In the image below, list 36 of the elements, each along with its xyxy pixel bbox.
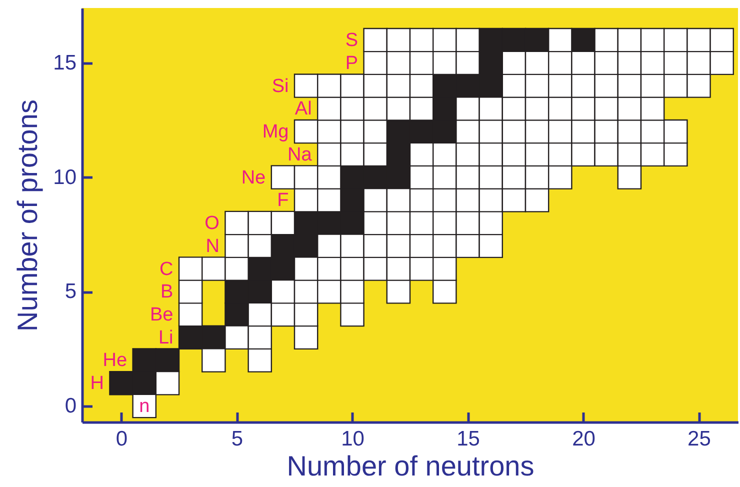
annotation: O — [204, 213, 220, 234]
x-tick-label: 0 — [116, 428, 128, 450]
point — [224, 279, 249, 304]
annotation: H — [90, 373, 104, 394]
annotation: S — [345, 30, 358, 52]
x-tick-label: 15 — [456, 428, 480, 450]
annotation: Li — [158, 327, 174, 348]
annotation: Al — [294, 98, 312, 120]
x-tick-label: 20 — [572, 428, 596, 450]
x-tick-label: 5 — [231, 428, 244, 450]
point — [478, 28, 503, 52]
y-tick-label: 10 — [53, 166, 76, 189]
annotation: B — [160, 282, 174, 303]
annotation: Si — [272, 76, 289, 97]
point — [109, 370, 134, 396]
point — [155, 348, 180, 372]
x-tick-label: 10 — [341, 428, 364, 450]
annotation: N — [206, 236, 220, 257]
annotation: C — [160, 258, 174, 280]
y-tick-label: 5 — [64, 280, 76, 304]
annotation: P — [345, 52, 358, 74]
y-tick-label: 15 — [53, 51, 76, 74]
point — [132, 348, 157, 372]
y-tick-label: 0 — [64, 394, 76, 418]
y-axis-title: Number of protons — [12, 100, 44, 332]
annotation: Ne — [241, 167, 266, 188]
annotation: n — [139, 396, 150, 417]
annotation: He — [102, 350, 128, 372]
annotation: Be — [150, 304, 174, 326]
point — [202, 325, 226, 350]
annotation: Mg — [262, 122, 289, 143]
annotation: Na — [288, 144, 312, 166]
x-axis-title: Number of neutrons — [286, 450, 534, 482]
annotation: F — [277, 190, 289, 212]
x-tick-label: 25 — [688, 428, 711, 450]
point — [178, 325, 203, 350]
